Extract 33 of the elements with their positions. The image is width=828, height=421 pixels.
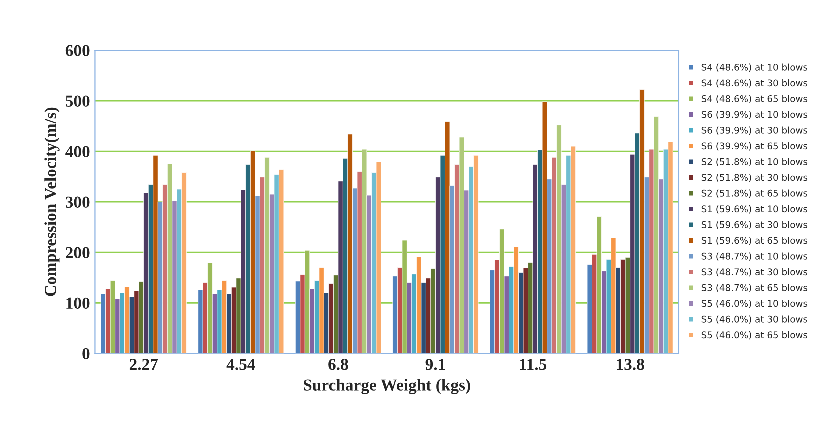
x-axis-title: Surcharge Weight (kgs)	[304, 379, 470, 394]
y-tick-label: 300	[66, 196, 90, 208]
legend-label: S1 (59.6%) at 30 blows	[702, 221, 808, 230]
y-tick-label: 400	[66, 146, 90, 158]
x-tick-label: 9.1	[426, 359, 446, 370]
y-axis-title: Compression Velocity(m/s)	[44, 108, 60, 296]
legend-label: S5 (46.0%) at 30 blows	[702, 316, 808, 324]
x-tick-label: 11.5	[520, 359, 547, 370]
x-tick-label: 2.27	[130, 359, 158, 370]
legend-label: S6 (39.9%) at 10 blows	[702, 111, 808, 120]
x-tick-label: 13.8	[617, 358, 644, 370]
y-tick-label: 600	[66, 45, 90, 56]
y-tick-label: 0	[82, 348, 90, 360]
legend-label: S3 (48.7%) at 65 blows	[702, 284, 808, 292]
legend-label: S5 (46.0%) at 10 blows	[702, 300, 808, 308]
legend-label: S4 (48.6%) at 10 blows	[702, 64, 808, 72]
legend-label: S4 (48.6%) at 65 blows	[702, 95, 808, 104]
legend-label: S2 (51.8%) at 10 blows	[702, 158, 808, 166]
legend-label: S1 (59.6%) at 65 blows	[702, 237, 808, 246]
legend-label: S2 (51.8%) at 30 blows	[702, 174, 808, 182]
y-tick-label: 500	[66, 96, 90, 107]
legend-label: S6 (39.9%) at 65 blows	[702, 142, 808, 151]
legend-label: S5 (46.0%) at 65 blows	[702, 331, 808, 340]
x-tick-label: 4.54	[226, 359, 256, 370]
x-tick-label: 6.8	[328, 358, 348, 370]
legend-label: S3 (48.7%) at 10 blows	[702, 252, 808, 261]
legend-label: S2 (51.8%) at 65 blows	[702, 190, 808, 198]
y-tick-label: 100	[66, 298, 90, 310]
y-tick-label: 200	[66, 247, 90, 259]
legend-label: S4 (48.6%) at 30 blows	[702, 80, 808, 88]
legend-label: S3 (48.7%) at 30 blows	[702, 268, 808, 277]
legend-label: S6 (39.9%) at 30 blows	[702, 126, 808, 135]
legend-label: S1 (59.6%) at 10 blows	[702, 206, 808, 214]
